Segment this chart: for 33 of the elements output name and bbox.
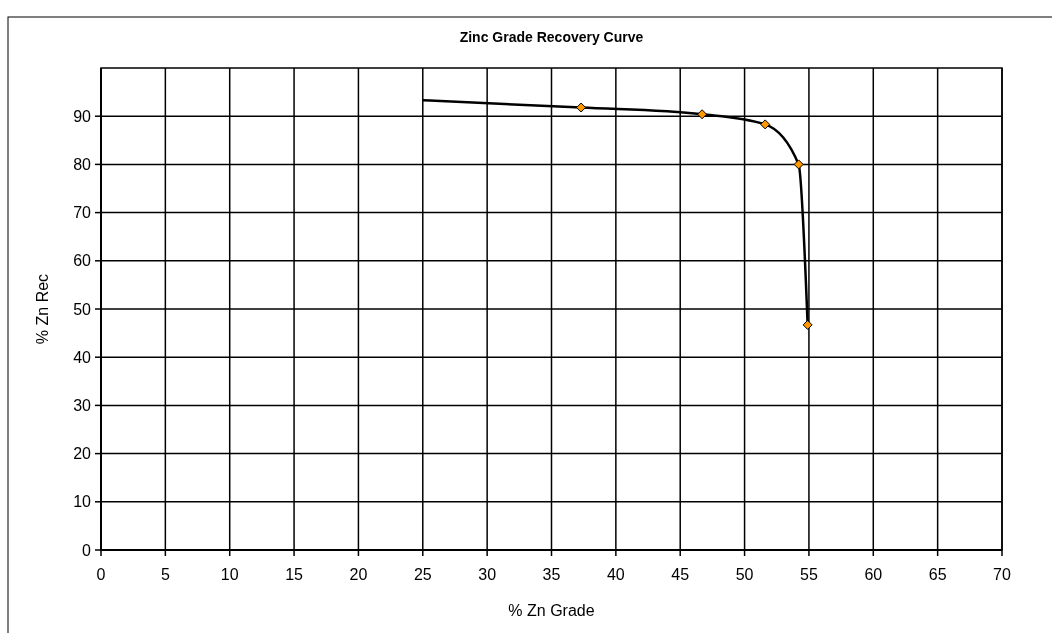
y-tick-label: 30	[73, 397, 92, 414]
point	[802, 319, 813, 330]
x-tick-label: 45	[671, 566, 690, 583]
x-tick-label: 65	[928, 566, 947, 583]
x-tick-label: 10	[220, 566, 239, 583]
x-tick-label: 40	[606, 566, 625, 583]
y-axis-title: % Zn Rec	[34, 273, 51, 345]
x-tick-label: 5	[160, 566, 170, 583]
point	[576, 102, 587, 113]
x-tick-label: 25	[413, 566, 432, 583]
x-axis-title: % Zn Grade	[508, 602, 595, 619]
point	[760, 119, 771, 130]
y-tick-label: 70	[73, 204, 92, 222]
y-tick-label: 40	[73, 348, 92, 366]
x-tick-label: 60	[864, 566, 883, 583]
y-tick-label: 0	[82, 541, 92, 559]
x-tick-label: 30	[478, 566, 497, 583]
point	[697, 109, 708, 120]
x-tick-label: 70	[993, 566, 1011, 583]
x-tick-label: 50	[735, 566, 754, 583]
y-tick-label: 20	[73, 445, 92, 463]
x-tick-label: 20	[349, 566, 368, 583]
y-tick-label: 90	[73, 107, 92, 125]
chart-title: Zinc Grade Recovery Curve	[459, 29, 644, 45]
y-tick-label: 80	[73, 156, 92, 173]
point	[793, 159, 804, 170]
x-tick-label: 35	[542, 566, 561, 583]
x-tick-label: 55	[800, 566, 818, 583]
y-tick-label: 50	[73, 300, 92, 318]
y-tick-label: 10	[73, 493, 92, 511]
x-tick-label: 15	[285, 566, 304, 583]
x-tick-label: 0	[96, 566, 106, 583]
y-tick-label: 60	[73, 252, 92, 270]
